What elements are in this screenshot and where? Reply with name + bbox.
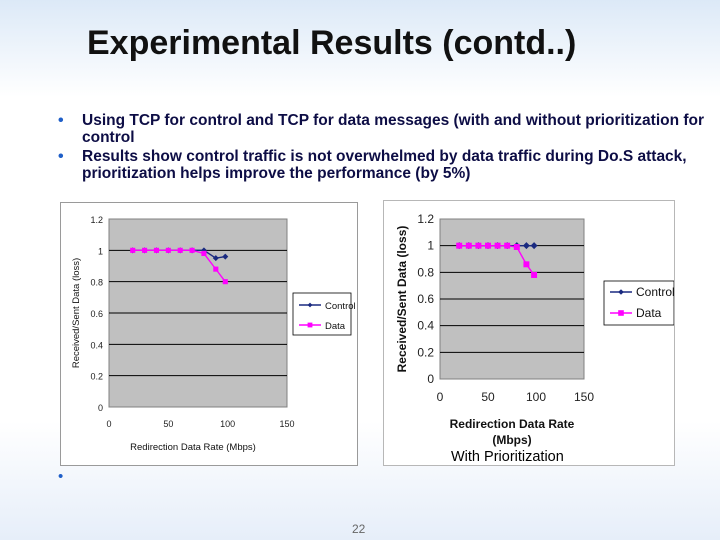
y-tick-label: 0.6 xyxy=(90,309,103,319)
x-tick-label: 50 xyxy=(481,390,495,404)
legend-label-control: Control xyxy=(636,285,674,299)
x-tick-label: 150 xyxy=(279,419,294,429)
x-tick-label: 0 xyxy=(437,390,444,404)
data-point-data xyxy=(456,242,463,249)
y-tick-label: 0.2 xyxy=(417,345,434,359)
y-tick-label: 0.2 xyxy=(90,372,103,382)
bullet-item: • Results show control traffic is not ov… xyxy=(58,148,708,182)
x-tick-label: 100 xyxy=(526,390,546,404)
data-point-data xyxy=(465,242,472,249)
bullet-item: • Using TCP for control and TCP for data… xyxy=(58,112,708,146)
data-point-data xyxy=(201,250,207,257)
data-point-data xyxy=(189,247,195,253)
legend-box xyxy=(603,280,675,326)
y-tick-label: 0.4 xyxy=(417,319,434,333)
legend-label-control: Control xyxy=(325,301,356,312)
y-tick-label: 0 xyxy=(427,372,434,386)
x-tick-label: 150 xyxy=(574,390,594,404)
y-tick-label: 1 xyxy=(427,239,434,253)
data-point-data xyxy=(513,244,520,250)
data-point-control xyxy=(530,242,538,250)
x-axis-label: Redirection Data Rate (Mbps) xyxy=(450,417,575,447)
y-axis-label: Received/Sent Data (loss) xyxy=(395,226,409,373)
chart-caption: With Prioritization xyxy=(451,449,564,465)
data-point-data xyxy=(130,247,136,253)
data-point-data xyxy=(213,266,219,272)
data-point-data xyxy=(494,242,501,249)
legend-box xyxy=(292,292,352,336)
data-point-data xyxy=(153,247,160,253)
bullet-icon: • xyxy=(58,112,64,129)
y-tick-label: 0.6 xyxy=(417,292,434,306)
chart-without-prioritization: 0 0.2 0.4 0.6 0.8 1 1.2 0 50 100 150 Redirection Da… xyxy=(60,202,358,466)
data-point-data xyxy=(475,242,482,249)
chart-right-svg: 0 0.2 0.4 0.6 0.8 1 1.2 0 50 100 150 Redirection Da… xyxy=(395,212,675,447)
y-tick-label: 1.2 xyxy=(90,215,103,225)
y-tick-label: 0.4 xyxy=(90,340,103,350)
legend-marker xyxy=(307,322,313,328)
y-axis-label: Received/Sent Data (loss) xyxy=(71,258,82,368)
data-point-data xyxy=(142,247,148,253)
x-tick-label: 50 xyxy=(163,419,173,429)
data-point-data xyxy=(485,242,491,249)
y-tick-label: 1 xyxy=(98,246,103,256)
y-tick-label: 0.8 xyxy=(90,278,103,288)
bullet-text: Results show control traffic is not over… xyxy=(82,148,687,182)
bullet-list: • Using TCP for control and TCP for data… xyxy=(58,112,708,184)
y-tick-label: 0.8 xyxy=(417,265,434,279)
empty-bullet-icon: • xyxy=(58,468,64,485)
data-point-data xyxy=(222,279,228,285)
bullet-icon: • xyxy=(58,148,64,165)
y-tick-label: 1.2 xyxy=(417,212,434,226)
data-point-data xyxy=(523,261,530,268)
slide-title: Experimental Results (contd..) xyxy=(87,24,577,62)
chart-left-svg: 0 0.2 0.4 0.6 0.8 1 1.2 0 50 100 150 Redirection Da… xyxy=(71,215,356,453)
legend-label-data: Data xyxy=(325,321,346,332)
data-point-control xyxy=(522,242,530,250)
data-point-data xyxy=(504,242,511,249)
chart-with-prioritization: 0 0.2 0.4 0.6 0.8 1 1.2 0 50 100 150 Redirection Da… xyxy=(383,200,675,466)
bullet-text: Using TCP for control and TCP for data m… xyxy=(82,112,705,146)
x-tick-label: 0 xyxy=(106,419,111,429)
legend-label-data: Data xyxy=(636,306,662,320)
legend-marker xyxy=(618,310,624,316)
data-point-control xyxy=(222,253,229,260)
data-point-data xyxy=(531,272,538,278)
x-axis-label: Redirection Data Rate (Mbps) xyxy=(130,442,256,453)
y-tick-label: 0 xyxy=(98,403,103,413)
x-tick-label: 100 xyxy=(220,419,235,429)
data-point-data xyxy=(177,247,183,253)
data-point-data xyxy=(165,247,171,253)
page-number: 22 xyxy=(352,522,366,536)
